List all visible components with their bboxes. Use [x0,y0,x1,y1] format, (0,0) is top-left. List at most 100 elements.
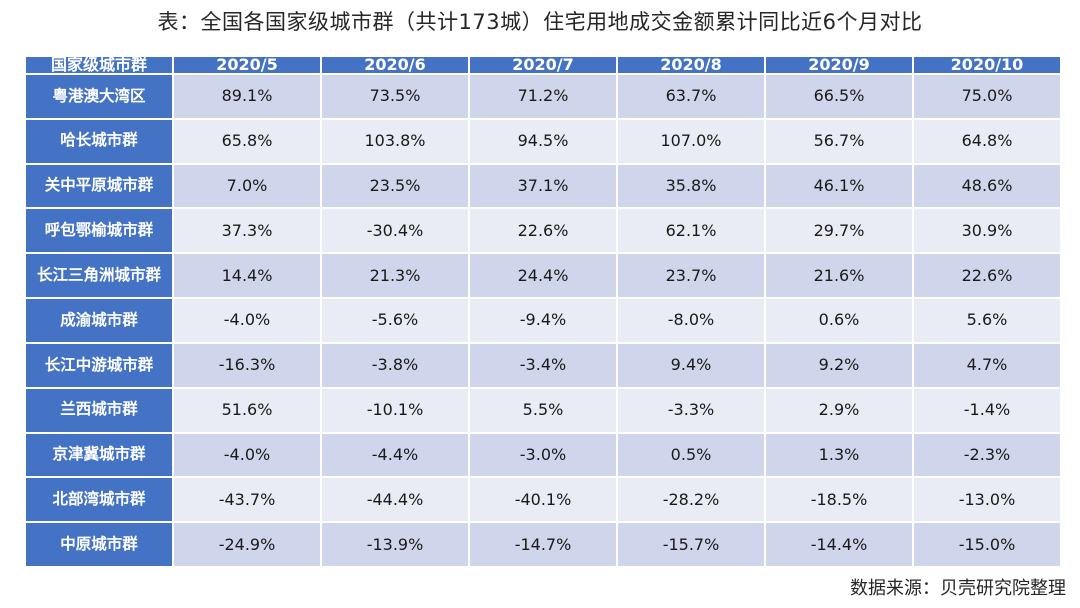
table-cell: -4.0% [172,297,322,344]
row-label: 北部湾城市群 [24,476,174,524]
table-cell: 2.9% [764,386,914,434]
header-cell: 2020/6 [320,55,470,75]
header-cell: 2020/9 [764,55,914,75]
table-row: 粤港澳大湾区 89.1% 73.5% 71.2% 63.7% 66.5% 75.0% [24,73,1062,120]
table-cell: -43.7% [172,476,322,524]
table-cell: 35.8% [616,162,766,210]
table-cell: -24.9% [172,521,322,568]
table-cell: 1.3% [764,431,914,479]
table-cell: -8.0% [616,297,766,344]
table-cell: -10.1% [320,386,470,434]
table-row: 长江三角洲城市群 14.4% 21.3% 24.4% 23.7% 21.6% 22.6% [24,252,1062,300]
table-cell: 22.6% [468,207,618,255]
table-cell: 23.7% [616,252,766,300]
table-cell: -3.0% [468,431,618,479]
table-cell: 5.5% [468,386,618,434]
table-cell: 107.0% [616,117,766,165]
row-label: 兰西城市群 [24,386,174,434]
table-row: 关中平原城市群 7.0% 23.5% 37.1% 35.8% 46.1% 48.6% [24,162,1062,210]
table-cell: 0.5% [616,431,766,479]
table-row: 哈长城市群 65.8% 103.8% 94.5% 107.0% 56.7% 64.8% [24,117,1062,165]
row-label: 关中平原城市群 [24,162,174,210]
table-row: 京津冀城市群 -4.0% -4.4% -3.0% 0.5% 1.3% -2.3% [24,431,1062,479]
source-note: 数据来源：贝壳研究院整理 [850,578,1066,599]
table-cell: 65.8% [172,117,322,165]
table-cell: 21.6% [764,252,914,300]
table-cell: 66.5% [764,73,914,120]
table-cell: 63.7% [616,73,766,120]
table-row: 中原城市群 -24.9% -13.9% -14.7% -15.7% -14.4% -15.0… [24,521,1062,568]
row-label: 成渝城市群 [24,297,174,344]
table-row: 成渝城市群 -4.0% -5.6% -9.4% -8.0% 0.6% 5.6% [24,297,1062,344]
table-cell: -4.0% [172,431,322,479]
table-cell: -9.4% [468,297,618,344]
table-cell: -13.9% [320,521,470,568]
row-label: 长江三角洲城市群 [24,252,174,300]
header-cell: 2020/10 [912,55,1062,75]
row-label: 京津冀城市群 [24,431,174,479]
table-cell: 94.5% [468,117,618,165]
table-cell: -5.6% [320,297,470,344]
row-label: 哈长城市群 [24,117,174,165]
row-label: 粤港澳大湾区 [24,73,174,120]
table-cell: 9.4% [616,341,766,389]
table-cell: 24.4% [468,252,618,300]
table-cell: 75.0% [912,73,1062,120]
table-cell: -14.4% [764,521,914,568]
table-cell: 51.6% [172,386,322,434]
table-cell: 22.6% [912,252,1062,300]
table-body: 粤港澳大湾区 89.1% 73.5% 71.2% 63.7% 66.5% 75.0% 哈长城市… [24,73,1062,568]
table-cell: 37.3% [172,207,322,255]
table-cell: -28.2% [616,476,766,524]
header-cell: 2020/5 [172,55,322,75]
table-cell: 5.6% [912,297,1062,344]
table-cell: -14.7% [468,521,618,568]
table-row: 长江中游城市群 -16.3% -3.8% -3.4% 9.4% 9.2% 4.7% [24,341,1062,389]
table-cell: -3.4% [468,341,618,389]
table-cell: -15.0% [912,521,1062,568]
table-cell: 29.7% [764,207,914,255]
table-cell: 30.9% [912,207,1062,255]
table-cell: -44.4% [320,476,470,524]
table-cell: 23.5% [320,162,470,210]
table-cell: 0.6% [764,297,914,344]
table-row: 北部湾城市群 -43.7% -44.4% -40.1% -28.2% -18.5% -13.… [24,476,1062,524]
table-cell: -40.1% [468,476,618,524]
table-cell: 64.8% [912,117,1062,165]
header-cell: 2020/8 [616,55,766,75]
table-cell: 7.0% [172,162,322,210]
table-row: 兰西城市群 51.6% -10.1% 5.5% -3.3% 2.9% -1.4% [24,386,1062,434]
table-cell: 14.4% [172,252,322,300]
row-label: 中原城市群 [24,521,174,568]
table-cell: 4.7% [912,341,1062,389]
row-label: 呼包鄂榆城市群 [24,207,174,255]
table-cell: 73.5% [320,73,470,120]
table-cell: -13.0% [912,476,1062,524]
table-cell: 48.6% [912,162,1062,210]
table-cell: 103.8% [320,117,470,165]
table-cell: 37.1% [468,162,618,210]
table-cell: -3.8% [320,341,470,389]
table-cell: -1.4% [912,386,1062,434]
table-cell: -16.3% [172,341,322,389]
header-row: 国家级城市群 2020/5 2020/6 2020/7 2020/8 2020/… [24,55,1062,75]
table-cell: 71.2% [468,73,618,120]
table-cell: 9.2% [764,341,914,389]
table-cell: 62.1% [616,207,766,255]
table-cell: -18.5% [764,476,914,524]
header-cell: 2020/7 [468,55,618,75]
table-cell: -2.3% [912,431,1062,479]
table-cell: -4.4% [320,431,470,479]
table-cell: 89.1% [172,73,322,120]
table-cell: -30.4% [320,207,470,255]
table-cell: 46.1% [764,162,914,210]
table-cell: -15.7% [616,521,766,568]
header-cell: 国家级城市群 [24,55,174,75]
table-cell: -3.3% [616,386,766,434]
data-table: 国家级城市群 2020/5 2020/6 2020/7 2020/8 2020/… [24,55,1062,568]
row-label: 长江中游城市群 [24,341,174,389]
table-cell: 56.7% [764,117,914,165]
table-title: 表：全国各国家级城市群（共计173城）住宅用地成交金额累计同比近6个月对比 [157,10,923,34]
table-cell: 21.3% [320,252,470,300]
table-row: 呼包鄂榆城市群 37.3% -30.4% 22.6% 62.1% 29.7% 30.9% [24,207,1062,255]
